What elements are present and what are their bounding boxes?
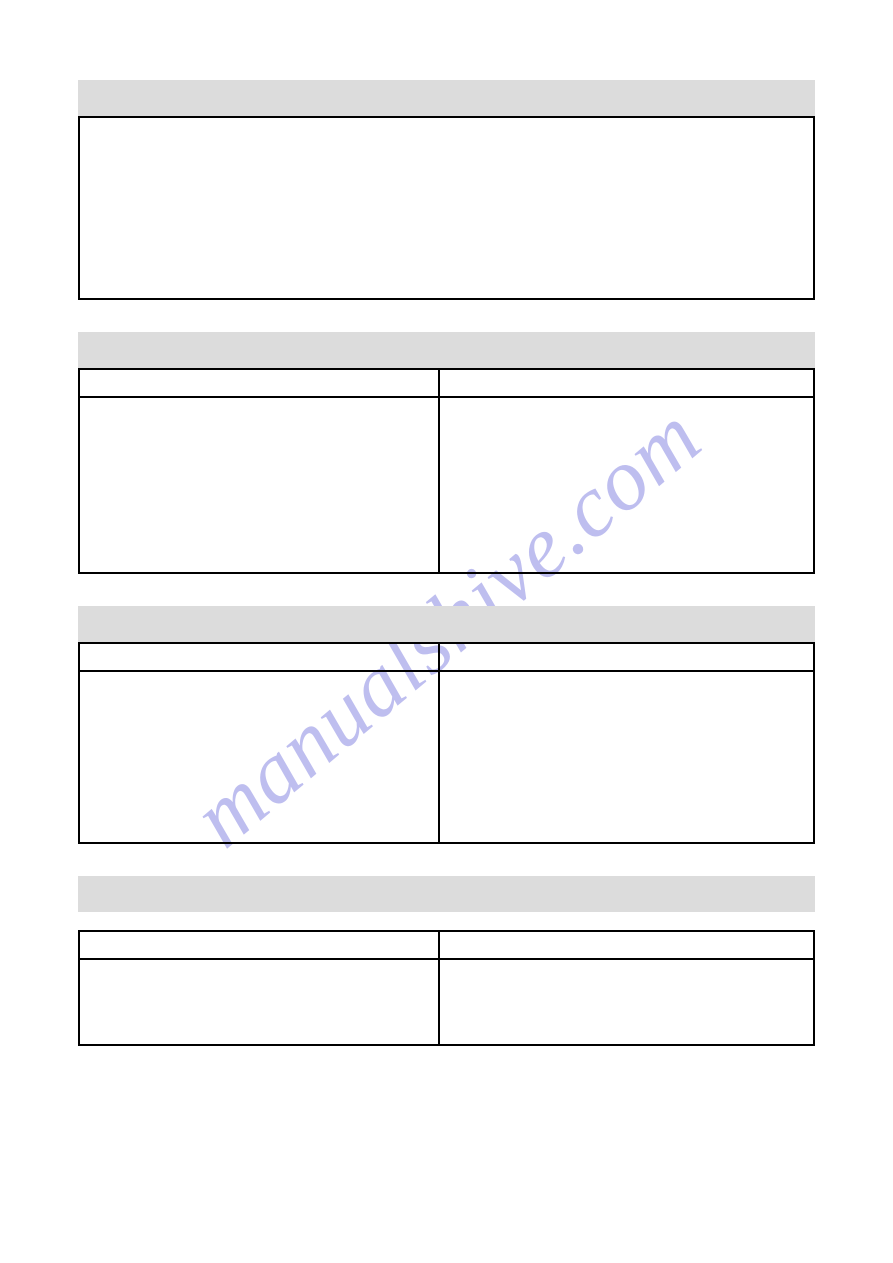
section-1-header [78, 80, 815, 116]
section-3-body-cell-left [79, 671, 439, 843]
table-row [79, 369, 814, 397]
section-4-table [78, 930, 815, 1046]
section-4-header-cell-left [79, 931, 439, 959]
section-2-body-cell-left [79, 397, 439, 573]
table-row [79, 397, 814, 573]
section-3-header-cell-left [79, 643, 439, 671]
section-1-box [78, 116, 815, 300]
section-4 [78, 876, 815, 1046]
section-2-header [78, 332, 815, 368]
section-4-body-cell-right [439, 959, 814, 1045]
section-4-body-cell-left [79, 959, 439, 1045]
section-2 [78, 332, 815, 574]
section-3-body-cell-right [439, 671, 814, 843]
section-2-header-cell-left [79, 369, 439, 397]
table-row [79, 959, 814, 1045]
page-content [0, 0, 893, 1118]
section-2-body-cell-right [439, 397, 814, 573]
section-4-header [78, 876, 815, 912]
section-4-spacer [78, 912, 815, 930]
section-1 [78, 80, 815, 300]
table-row [79, 931, 814, 959]
table-row [79, 671, 814, 843]
section-3 [78, 606, 815, 844]
section-4-header-cell-right [439, 931, 814, 959]
section-3-table [78, 642, 815, 844]
table-row [79, 643, 814, 671]
section-2-table [78, 368, 815, 574]
section-2-header-cell-right [439, 369, 814, 397]
section-3-header [78, 606, 815, 642]
section-3-header-cell-right [439, 643, 814, 671]
